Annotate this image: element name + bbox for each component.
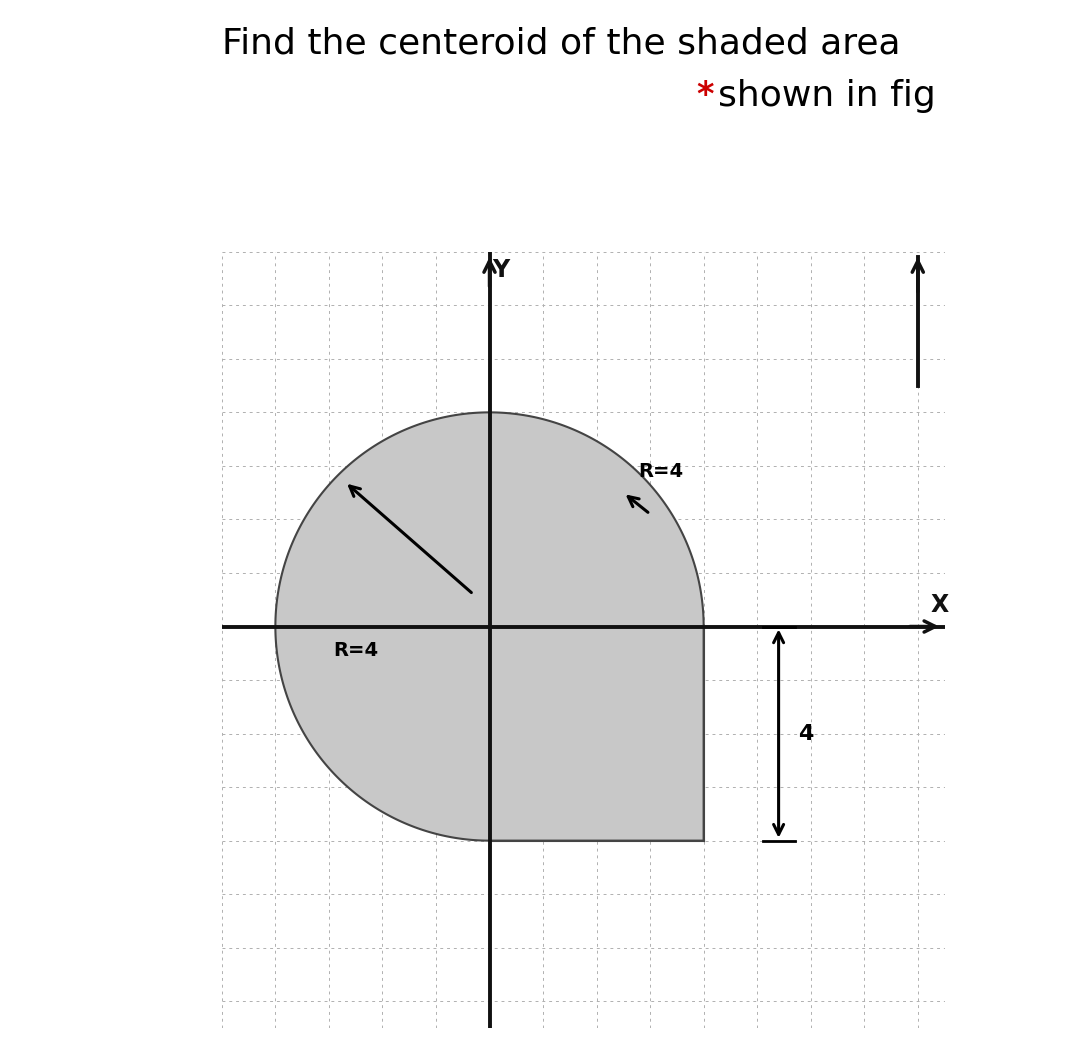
Text: Y: Y [492, 258, 510, 282]
Text: R=4: R=4 [638, 462, 684, 480]
Text: 4: 4 [798, 724, 813, 744]
Text: *: * [697, 79, 714, 111]
Text: shown in fig: shown in fig [718, 79, 936, 112]
Text: Find the centeroid of the shaded area: Find the centeroid of the shaded area [222, 26, 901, 60]
Polygon shape [275, 412, 704, 840]
Text: X: X [930, 593, 948, 617]
Text: R=4: R=4 [333, 641, 378, 660]
